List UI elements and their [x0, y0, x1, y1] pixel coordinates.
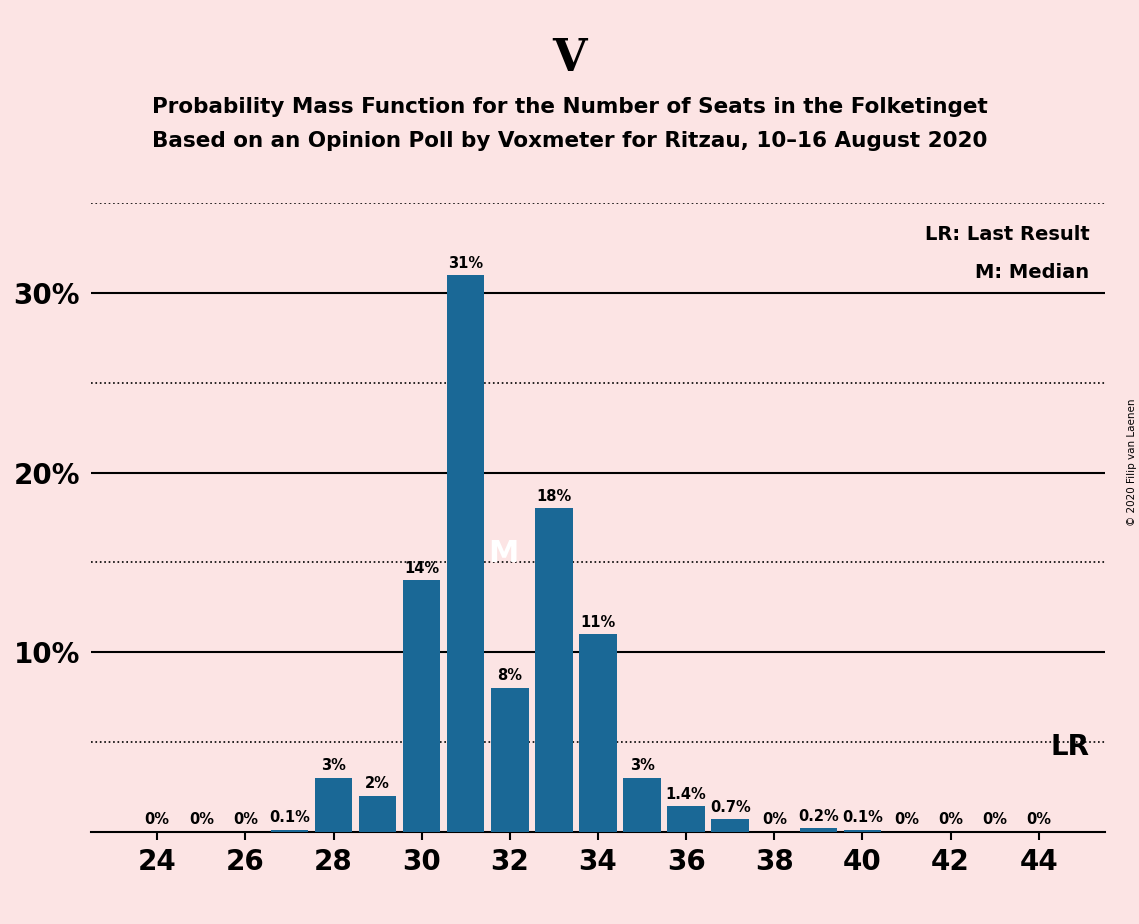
Text: 31%: 31%: [448, 256, 483, 271]
Text: 3%: 3%: [321, 759, 346, 773]
Bar: [403, 580, 441, 832]
Text: 14%: 14%: [404, 561, 440, 576]
Text: 0.2%: 0.2%: [798, 808, 838, 823]
Text: 0.7%: 0.7%: [710, 799, 751, 815]
Text: 2%: 2%: [366, 776, 390, 791]
Text: 0%: 0%: [982, 812, 1007, 827]
Text: 18%: 18%: [536, 489, 572, 504]
Bar: [580, 634, 616, 832]
Text: LR: LR: [1050, 733, 1090, 760]
Text: 3%: 3%: [630, 759, 655, 773]
Text: 0%: 0%: [894, 812, 919, 827]
Text: 0.1%: 0.1%: [842, 810, 883, 825]
Bar: [535, 508, 573, 832]
Bar: [844, 830, 882, 832]
Bar: [712, 819, 749, 832]
Bar: [359, 796, 396, 832]
Text: 0%: 0%: [762, 812, 787, 827]
Text: V: V: [552, 37, 587, 80]
Bar: [667, 807, 705, 832]
Text: M: M: [489, 539, 519, 568]
Text: © 2020 Filip van Laenen: © 2020 Filip van Laenen: [1126, 398, 1137, 526]
Text: 0%: 0%: [232, 812, 257, 827]
Text: LR: Last Result: LR: Last Result: [925, 225, 1090, 244]
Text: M: Median: M: Median: [975, 263, 1090, 282]
Text: 0%: 0%: [939, 812, 964, 827]
Text: 1.4%: 1.4%: [666, 787, 706, 802]
Bar: [271, 830, 309, 832]
Bar: [314, 778, 352, 832]
Text: 8%: 8%: [498, 668, 523, 684]
Bar: [800, 828, 837, 832]
Text: 11%: 11%: [581, 614, 615, 629]
Text: 0%: 0%: [145, 812, 170, 827]
Bar: [446, 275, 484, 832]
Bar: [623, 778, 661, 832]
Text: Probability Mass Function for the Number of Seats in the Folketinget: Probability Mass Function for the Number…: [151, 97, 988, 117]
Text: 0.1%: 0.1%: [269, 810, 310, 825]
Text: Based on an Opinion Poll by Voxmeter for Ritzau, 10–16 August 2020: Based on an Opinion Poll by Voxmeter for…: [151, 131, 988, 152]
Bar: [491, 688, 528, 832]
Text: 0%: 0%: [189, 812, 214, 827]
Text: 0%: 0%: [1026, 812, 1051, 827]
